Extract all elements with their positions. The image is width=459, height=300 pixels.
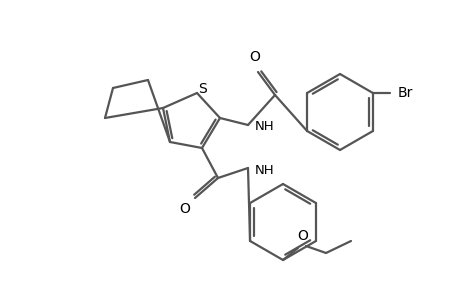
Text: S: S xyxy=(198,82,207,96)
Text: O: O xyxy=(249,50,260,64)
Text: O: O xyxy=(179,202,190,216)
Text: NH: NH xyxy=(254,121,274,134)
Text: O: O xyxy=(297,229,308,243)
Text: NH: NH xyxy=(254,164,274,176)
Text: Br: Br xyxy=(397,86,412,100)
